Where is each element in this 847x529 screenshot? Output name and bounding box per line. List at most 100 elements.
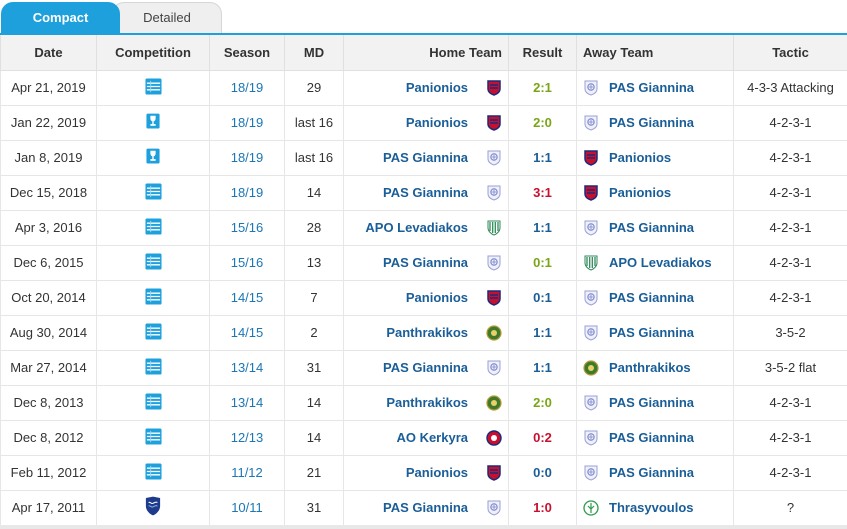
away-team-name[interactable]: PAS Giannina xyxy=(609,430,694,445)
match-result[interactable]: 1:1 xyxy=(508,314,577,351)
home-team-name[interactable]: Panionios xyxy=(405,465,468,480)
home-team-name[interactable]: PAS Giannina xyxy=(383,360,468,375)
away-team-name[interactable]: Panionios xyxy=(609,150,672,165)
cup-icon[interactable] xyxy=(146,148,160,167)
panionios-crest-icon[interactable] xyxy=(486,464,502,481)
table-row[interactable]: Aug 30, 2014 14/15 2 Panthrakikos 1:1 PAS Gia… xyxy=(0,314,847,351)
home-team-name[interactable]: Panionios xyxy=(405,115,468,130)
levadiakos-crest-icon[interactable] xyxy=(583,255,599,271)
col-header-date[interactable]: Date xyxy=(0,33,97,71)
league-icon[interactable] xyxy=(144,252,162,273)
league-icon[interactable] xyxy=(144,427,162,448)
col-header-away-team[interactable]: Away Team xyxy=(576,33,734,71)
home-team-name[interactable]: Panionios xyxy=(405,290,468,305)
kerkyra-crest-icon[interactable] xyxy=(486,429,502,446)
home-team-name[interactable]: PAS Giannina xyxy=(383,255,468,270)
pas-giannina-crest-icon[interactable] xyxy=(486,255,502,271)
season-link[interactable]: 10/11 xyxy=(209,489,285,526)
match-result[interactable]: 3:1 xyxy=(508,174,577,211)
table-row[interactable]: Jan 22, 2019 18/19 last 16 Panionios 2:0 PAS … xyxy=(0,104,847,141)
league-icon[interactable] xyxy=(144,357,162,378)
away-team-name[interactable]: APO Levadiakos xyxy=(609,255,712,270)
table-row[interactable]: Dec 6, 2015 15/16 13 PAS Giannina 0:1 APO Lev… xyxy=(0,244,847,281)
col-header-result[interactable]: Result xyxy=(508,33,577,71)
table-row[interactable]: Apr 21, 2019 18/19 29 Panionios 2:1 PAS Giann… xyxy=(0,69,847,106)
pas-giannina-crest-icon[interactable] xyxy=(583,395,599,411)
match-result[interactable]: 2:0 xyxy=(508,384,577,421)
season-link[interactable]: 11/12 xyxy=(209,454,285,491)
pas-giannina-crest-icon[interactable] xyxy=(486,500,502,516)
panthrakikos-crest-icon[interactable] xyxy=(486,394,502,411)
panionios-crest-icon[interactable] xyxy=(583,184,599,201)
tab-compact[interactable]: Compact xyxy=(1,2,120,33)
home-team-name[interactable]: PAS Giannina xyxy=(383,150,468,165)
season-link[interactable]: 18/19 xyxy=(209,69,285,106)
home-team-name[interactable]: PAS Giannina xyxy=(383,500,468,515)
match-result[interactable]: 0:1 xyxy=(508,279,577,316)
table-row[interactable]: Feb 11, 2012 11/12 21 Panionios 0:0 PAS Giann… xyxy=(0,454,847,491)
away-team-name[interactable]: PAS Giannina xyxy=(609,465,694,480)
away-team-name[interactable]: PAS Giannina xyxy=(609,220,694,235)
table-row[interactable]: Dec 15, 2018 18/19 14 PAS Giannina 3:1 Panion… xyxy=(0,174,847,211)
away-team-name[interactable]: Panthrakikos xyxy=(609,360,691,375)
pas-giannina-crest-icon[interactable] xyxy=(583,465,599,481)
match-result[interactable]: 0:1 xyxy=(508,244,577,281)
season-link[interactable]: 18/19 xyxy=(209,104,285,141)
col-header-competition[interactable]: Competition xyxy=(96,33,210,71)
cup-icon[interactable] xyxy=(146,113,160,132)
away-team-name[interactable]: Panionios xyxy=(609,185,672,200)
match-result[interactable]: 0:2 xyxy=(508,419,577,456)
league-icon[interactable] xyxy=(144,322,162,343)
pas-giannina-crest-icon[interactable] xyxy=(583,290,599,306)
season-link[interactable]: 14/15 xyxy=(209,314,285,351)
table-row[interactable]: Mar 27, 2014 13/14 31 PAS Giannina 1:1 Panthr… xyxy=(0,349,847,386)
panionios-crest-icon[interactable] xyxy=(583,149,599,166)
league-icon[interactable] xyxy=(144,182,162,203)
away-team-name[interactable]: Thrasyvoulos xyxy=(609,500,694,515)
pas-giannina-crest-icon[interactable] xyxy=(583,80,599,96)
levadiakos-crest-icon[interactable] xyxy=(486,220,502,236)
table-row[interactable]: Dec 8, 2012 12/13 14 AO Kerkyra 0:2 PAS Giann… xyxy=(0,419,847,456)
panionios-crest-icon[interactable] xyxy=(486,79,502,96)
table-row[interactable]: Jan 8, 2019 18/19 last 16 PAS Giannina 1:1 Pa… xyxy=(0,139,847,176)
away-team-name[interactable]: PAS Giannina xyxy=(609,115,694,130)
table-row[interactable]: Apr 3, 2016 15/16 28 APO Levadiakos 1:1 PAS G… xyxy=(0,209,847,246)
home-team-name[interactable]: AO Kerkyra xyxy=(396,430,468,445)
pas-giannina-crest-icon[interactable] xyxy=(583,325,599,341)
pas-giannina-crest-icon[interactable] xyxy=(583,115,599,131)
pas-giannina-crest-icon[interactable] xyxy=(486,360,502,376)
home-team-name[interactable]: Panthrakikos xyxy=(386,325,468,340)
season-link[interactable]: 18/19 xyxy=(209,139,285,176)
league-icon[interactable] xyxy=(144,287,162,308)
home-team-name[interactable]: APO Levadiakos xyxy=(365,220,468,235)
pas-giannina-crest-icon[interactable] xyxy=(583,430,599,446)
match-result[interactable]: 2:0 xyxy=(508,104,577,141)
home-team-name[interactable]: PAS Giannina xyxy=(383,185,468,200)
match-result[interactable]: 1:1 xyxy=(508,139,577,176)
season-link[interactable]: 12/13 xyxy=(209,419,285,456)
season-link[interactable]: 18/19 xyxy=(209,174,285,211)
away-team-name[interactable]: PAS Giannina xyxy=(609,290,694,305)
season-link[interactable]: 15/16 xyxy=(209,244,285,281)
table-row[interactable]: Dec 8, 2013 13/14 14 Panthrakikos 2:0 PAS Gia… xyxy=(0,384,847,421)
home-team-name[interactable]: Panionios xyxy=(405,80,468,95)
pas-giannina-crest-icon[interactable] xyxy=(583,220,599,236)
tab-detailed[interactable]: Detailed xyxy=(112,2,222,33)
col-header-md[interactable]: MD xyxy=(284,33,344,71)
match-result[interactable]: 1:1 xyxy=(508,349,577,386)
home-team-name[interactable]: Panthrakikos xyxy=(386,395,468,410)
away-team-name[interactable]: PAS Giannina xyxy=(609,325,694,340)
second-league-icon[interactable] xyxy=(145,496,161,519)
away-team-name[interactable]: PAS Giannina xyxy=(609,80,694,95)
table-row[interactable]: Oct 20, 2014 14/15 7 Panionios 0:1 PAS Gianni… xyxy=(0,279,847,316)
season-link[interactable]: 13/14 xyxy=(209,384,285,421)
col-header-tactic[interactable]: Tactic xyxy=(733,33,847,71)
match-result[interactable]: 0:0 xyxy=(508,454,577,491)
league-icon[interactable] xyxy=(144,392,162,413)
thrasyvoulos-crest-icon[interactable] xyxy=(583,499,599,516)
col-header-home-team[interactable]: Home Team xyxy=(343,33,509,71)
panionios-crest-icon[interactable] xyxy=(486,289,502,306)
panthrakikos-crest-icon[interactable] xyxy=(583,359,599,376)
season-link[interactable]: 14/15 xyxy=(209,279,285,316)
match-result[interactable]: 1:0 xyxy=(508,489,577,526)
